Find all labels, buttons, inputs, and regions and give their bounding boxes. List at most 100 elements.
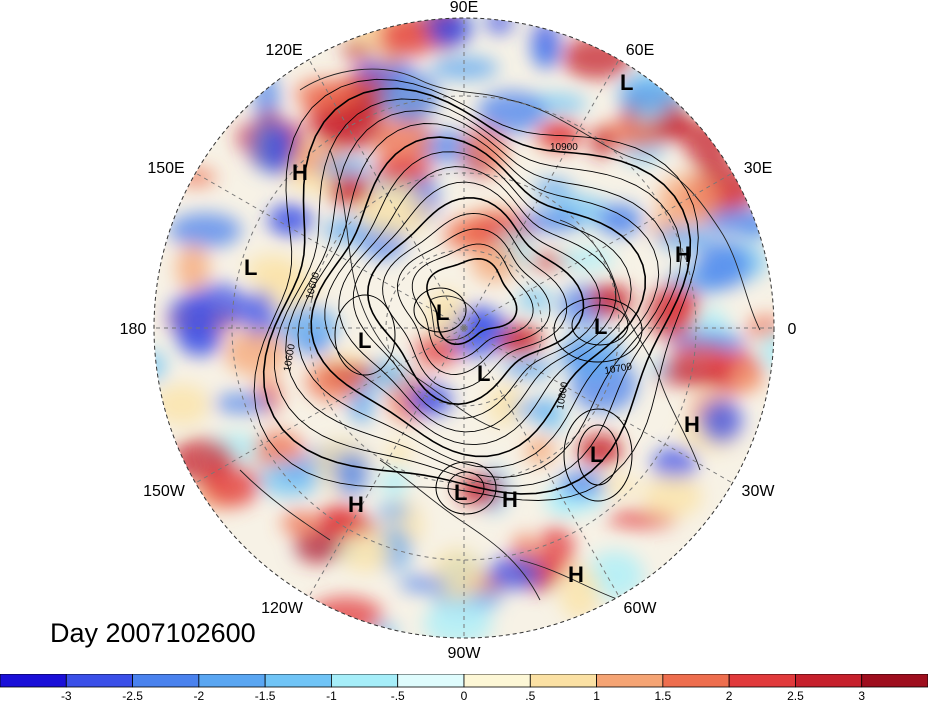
meridian-line [308,59,465,329]
lon-label-60w: 60W [624,600,658,617]
colorbar-box [463,674,531,688]
colorbar-tick-label: .5 [525,689,535,702]
center-label: H [502,487,518,512]
anomaly-blob [430,547,484,602]
height-contour [297,123,660,468]
anomaly-blob [414,334,460,367]
anomaly-blob [307,596,384,638]
meridian-line [463,172,733,329]
anomaly-blob [178,324,222,356]
contour-label-10800: 10800 [555,381,571,411]
anomaly-blob [258,461,322,499]
anomaly-blob [560,332,624,379]
day-title: Day 2007102600 [50,618,256,648]
anomaly-blob [376,503,411,520]
anomaly-blob [328,174,372,206]
anomaly-blob [656,368,729,386]
colorbar-tick-label: -1 [326,689,337,702]
lon-label-180: 180 [120,321,147,338]
anomaly-blob [408,384,452,416]
anomaly-blob [458,474,502,506]
lon-label-150w: 150W [143,483,186,500]
lon-label-30w: 30W [742,483,776,500]
polar-map: 10900 10600 10600 10700 10800 L H L H L … [120,0,797,662]
center-label: H [675,242,691,267]
anomaly-blob [512,400,558,418]
anomaly-blob [426,289,466,336]
colorbar-tick-label: -2.5 [122,689,143,702]
anomaly-blob [585,551,644,600]
anomaly-blob [485,18,514,35]
anomaly-blob [656,226,713,250]
anomaly-blob [516,288,554,312]
meridian-line [308,327,465,597]
height-contour [396,228,551,375]
colorbar-box [331,674,399,688]
anomaly-blob [477,90,547,134]
colorbar: -3 -2.5 -2 -1.5 -1 -.5 0 .5 1 1.5 2 2.5 3 [0,674,928,702]
anomaly-blob [557,470,606,498]
height-contour [253,78,699,501]
lon-label-120e: 120E [265,42,302,59]
anomaly-blob [588,284,632,316]
anomaly-blob [224,329,289,376]
lon-label-90e: 90E [450,0,478,16]
meridian-line [463,59,620,329]
lon-label-30e: 30E [744,160,772,177]
low-center-contour [563,408,633,502]
center-label: L [454,480,467,505]
colorbar-ticks: -3 -2.5 -2 -1.5 -1 -.5 0 .5 1 1.5 2 2.5 3 [61,689,865,702]
height-contour [352,181,601,419]
anomaly-blob [652,112,698,143]
anomaly-blob [557,248,616,270]
longitude-labels: 90E 60E 30E 0 30W 60W 90W 120W 150W 180 … [120,0,797,662]
colorbar-tick-label: 0 [461,689,468,702]
anomaly-blob [168,212,242,249]
anomaly-blob [652,447,698,482]
height-contour [324,151,632,446]
center-label: L [594,314,607,339]
colorbar-box [0,674,67,688]
anomaly-blob [294,529,341,564]
meridian-line [195,172,465,329]
anomaly-blob [733,366,764,392]
anomaly-blob [759,330,774,372]
anomaly-blob [176,243,210,293]
anomaly-blob [188,283,249,327]
height-contour [273,98,682,487]
contour-value-labels: 10900 10600 10600 10700 10800 [282,142,633,411]
colorbar-box [795,674,863,688]
center-label: H [568,562,584,587]
height-contour [338,166,617,433]
low-center-contour [435,461,497,515]
anomaly-blob [203,463,261,507]
anomaly-blob [357,185,432,238]
anomaly-blob [154,383,211,426]
colorbar-tick-label: 3 [858,689,865,702]
colorbar-box [662,674,730,688]
center-label: H [292,160,308,185]
center-label: H [684,412,700,437]
anomaly-blob [375,113,432,169]
contour-label-10600-b: 10600 [282,343,298,373]
low-center-contour [553,297,643,363]
colorbar-tick-label: -3 [61,689,72,702]
anomaly-blob [471,243,519,283]
colorbar-box [65,674,133,688]
colorbar-tick-label: -2 [194,689,205,702]
anomaly-blob [399,575,448,592]
low-center-contour [577,424,619,486]
center-label: H [348,492,364,517]
map-boundary [153,17,775,639]
lon-label-90w: 90W [448,645,482,662]
colorbar-tick-label: 1 [593,689,600,702]
low-center-contour [571,304,629,346]
height-contour [310,136,647,458]
height-contour [262,87,692,495]
anomaly-blob [318,504,362,536]
anomaly-blob [487,384,526,427]
anomaly-blob [281,510,319,536]
anomaly-blob [532,40,559,66]
colorbar-tick-label: 1.5 [655,689,672,702]
colorbar-box [861,674,928,688]
